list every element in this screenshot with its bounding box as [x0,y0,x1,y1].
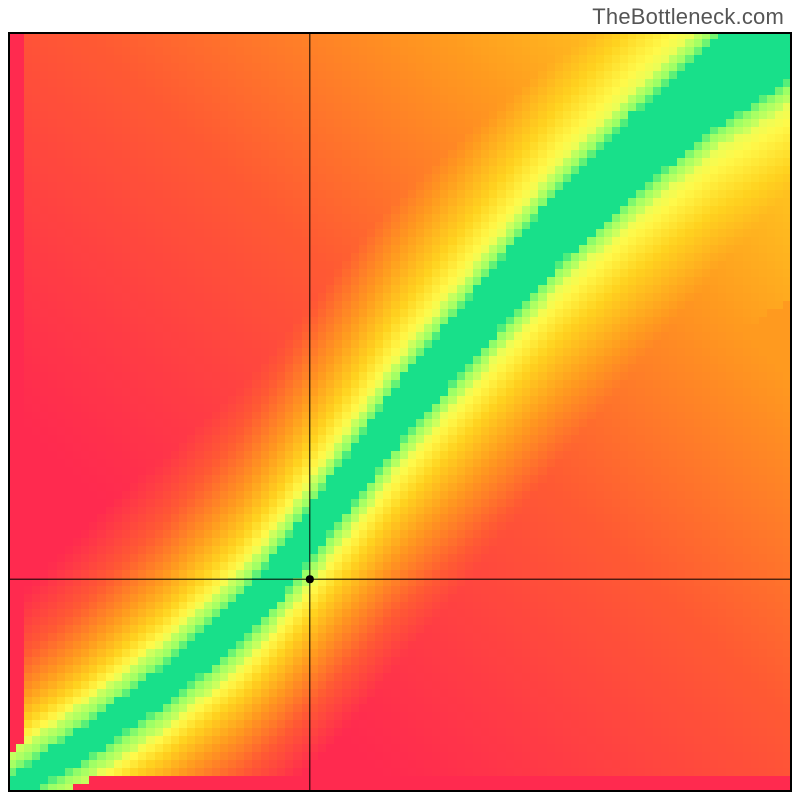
bottleneck-heatmap [8,32,792,792]
watermark-text: TheBottleneck.com [592,4,784,30]
heatmap-canvas [8,32,792,792]
